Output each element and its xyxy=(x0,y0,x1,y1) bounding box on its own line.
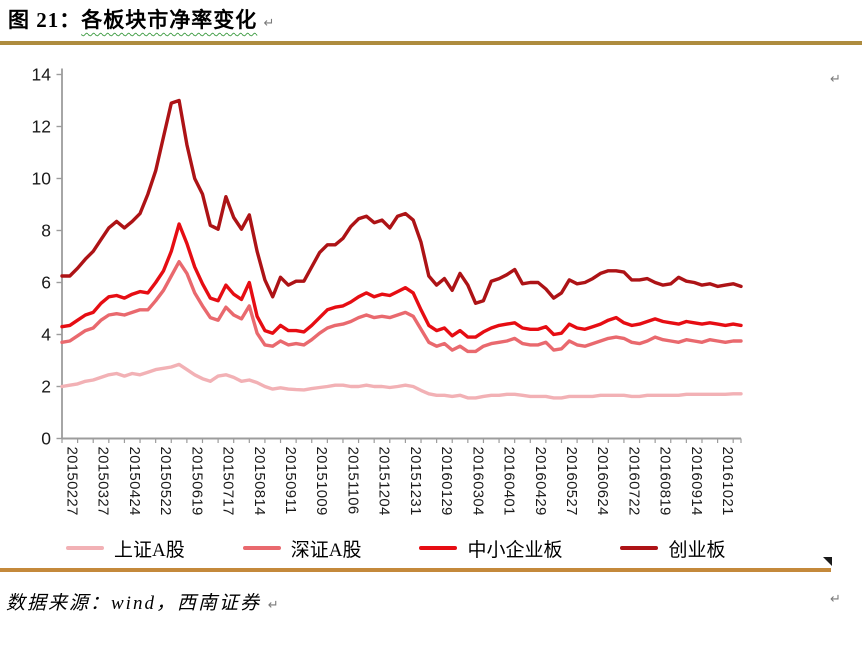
x-axis-label: 20160401 xyxy=(501,447,518,516)
x-axis-label: 20160429 xyxy=(532,447,549,516)
data-source-note: 数据来源：wind，西南证券 ↵ xyxy=(6,588,281,615)
x-axis-label: 20160722 xyxy=(625,447,642,516)
x-axis-label: 20160527 xyxy=(563,447,580,516)
chart-legend: 上证A股 深证A股 中小企业板 创业板 xyxy=(0,535,862,562)
y-axis-label: 2 xyxy=(41,377,51,397)
series-line-sme-board xyxy=(60,222,743,339)
data-source-text: 数据来源：wind，西南证券 xyxy=(6,593,261,614)
y-axis-label: 8 xyxy=(41,221,51,241)
legend-swatch-shenzhen-a xyxy=(242,545,281,551)
legend-swatch-sme-board xyxy=(419,545,458,551)
series-line-shenzhen-a xyxy=(60,259,743,354)
y-axis-label: 4 xyxy=(41,325,51,345)
x-axis-label: 20160129 xyxy=(438,447,455,516)
x-axis-label: 20150717 xyxy=(220,447,237,516)
legend-label-shenzhen-a: 深证A股 xyxy=(290,539,362,561)
legend-label-shanghai-a: 上证A股 xyxy=(114,539,185,561)
x-axis-label: 20150814 xyxy=(251,447,268,516)
legend-item-sme-board: 中小企业板 xyxy=(419,535,562,562)
line-break-mark: ↵ xyxy=(830,72,841,87)
figure-title: 图 21：各板块市净率变化 ↵ xyxy=(8,4,848,34)
series-line-chinext xyxy=(60,98,743,306)
legend-swatch-chinext xyxy=(620,545,659,551)
x-axis-label: 20150522 xyxy=(157,447,174,516)
y-axis-label: 14 xyxy=(32,65,52,85)
legend-item-chinext: 创业板 xyxy=(620,535,726,562)
y-axis-label: 6 xyxy=(41,273,51,293)
series-line-shanghai-a xyxy=(60,362,743,400)
x-axis-label: 20150911 xyxy=(282,447,299,515)
line-break-mark: ↵ xyxy=(830,592,841,607)
x-axis-label: 20150227 xyxy=(64,447,81,516)
legend-item-shenzhen-a: 深证A股 xyxy=(242,535,362,562)
y-axis-label: 12 xyxy=(32,117,51,137)
x-axis-label: 20151009 xyxy=(313,447,330,516)
x-axis-label: 20161021 xyxy=(719,447,736,516)
x-axis-label: 20150619 xyxy=(188,447,205,516)
line-break-mark: ↵ xyxy=(267,598,281,613)
x-axis-label: 20160624 xyxy=(594,447,611,516)
legend-label-chinext: 创业板 xyxy=(668,539,726,561)
y-axis-label: 0 xyxy=(41,429,51,449)
y-axis-label: 10 xyxy=(32,169,52,189)
x-axis-label: 20151231 xyxy=(407,447,424,516)
figure-title-text: 各板块市净率变化 xyxy=(81,8,258,32)
x-axis-label: 20160914 xyxy=(688,447,705,516)
rule-end-marker xyxy=(823,557,832,566)
x-axis-label: 20160304 xyxy=(469,447,486,516)
x-axis-label: 20150424 xyxy=(126,447,143,516)
figure-title-prefix: 图 21： xyxy=(8,8,82,32)
bottom-divider-rule xyxy=(0,568,831,572)
legend-label-sme-board: 中小企业板 xyxy=(467,539,563,561)
line-break-mark: ↵ xyxy=(263,16,276,31)
x-axis-label: 20151106 xyxy=(344,447,361,515)
x-axis-label: 20150327 xyxy=(95,447,112,516)
legend-swatch-shanghai-a xyxy=(66,545,104,551)
x-axis-label: 20151204 xyxy=(376,447,393,516)
legend-item-shanghai-a: 上证A股 xyxy=(66,535,185,562)
pb-ratio-line-chart: 0 2 4 6 8 10 12 14 20150227 20150327 20150424 20150… xyxy=(32,65,743,516)
x-axis-label: 20160819 xyxy=(657,447,674,516)
top-divider-rule xyxy=(0,41,862,45)
